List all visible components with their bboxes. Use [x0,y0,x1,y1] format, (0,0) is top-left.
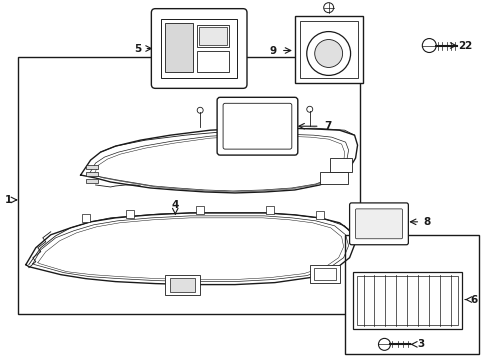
FancyBboxPatch shape [151,9,247,88]
Text: 5: 5 [134,44,141,54]
Circle shape [307,32,350,75]
Bar [199,27,227,45]
Bar [266,206,274,214]
FancyBboxPatch shape [349,203,408,245]
Bar [165,275,200,294]
Text: 3: 3 [417,339,425,349]
Bar [353,272,462,329]
Circle shape [315,40,343,67]
Text: 2: 2 [459,41,466,50]
Bar [197,50,229,72]
Bar [82,214,90,222]
Bar [310,265,340,283]
Text: 2: 2 [464,41,471,50]
Text: 6: 6 [470,294,478,305]
FancyBboxPatch shape [217,97,298,155]
Text: 9: 9 [270,45,276,55]
Bar [295,15,363,84]
Polygon shape [26,213,355,285]
Text: 7: 7 [324,121,331,131]
Bar [86,179,98,183]
Circle shape [324,3,334,13]
Bar [344,235,479,354]
Circle shape [422,39,436,53]
Bar [196,206,204,214]
Bar [319,172,347,184]
FancyBboxPatch shape [161,19,237,78]
Bar [357,276,458,325]
Bar [86,172,98,176]
Bar [171,278,195,292]
Bar [300,21,358,78]
Text: 4: 4 [172,200,179,210]
FancyBboxPatch shape [223,103,292,149]
Bar [18,58,360,315]
Bar [197,24,229,46]
Text: 1: 1 [5,195,13,205]
FancyBboxPatch shape [356,209,402,239]
Bar [86,165,98,169]
Polygon shape [81,128,358,193]
Circle shape [378,338,391,350]
Bar [330,158,352,172]
Bar [316,211,324,219]
Bar [126,210,134,218]
Text: 8: 8 [424,217,431,227]
Bar [314,268,336,280]
Bar [165,23,193,72]
